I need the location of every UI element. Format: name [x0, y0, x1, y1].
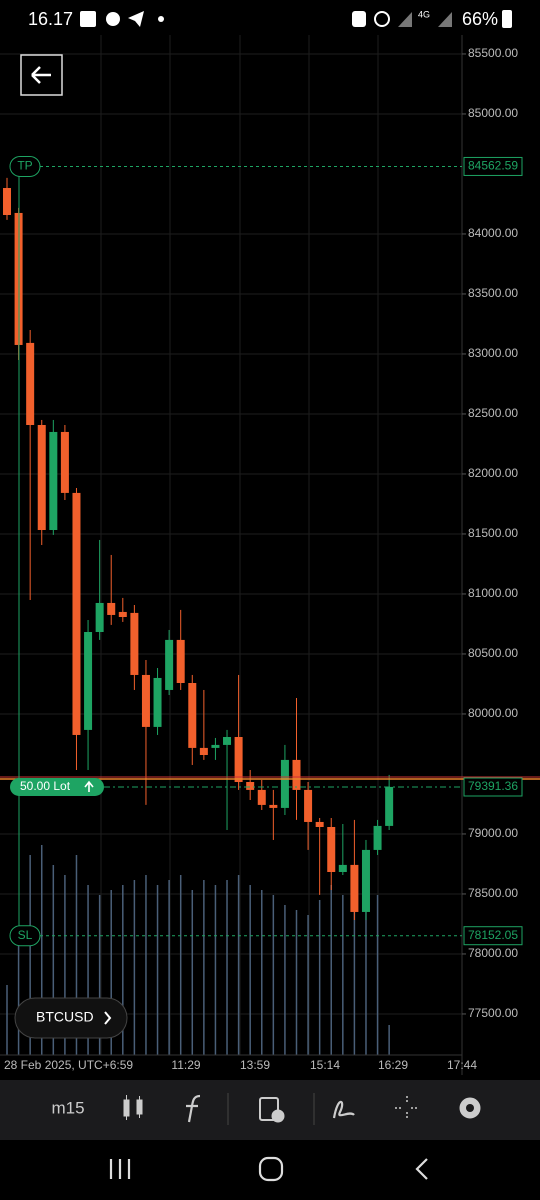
- svg-text:4G: 4G: [418, 9, 430, 19]
- x-tick-label: 15:14: [310, 1058, 340, 1072]
- candle-body: [26, 342, 35, 425]
- candle-body: [141, 674, 150, 727]
- chevron: [104, 1011, 112, 1025]
- y-tick-label: 81500.00: [468, 526, 518, 540]
- grid: [0, 35, 462, 1055]
- candle-body: [211, 744, 220, 748]
- nav-back[interactable]: [415, 1158, 428, 1180]
- y-tick-label: 78500.00: [468, 886, 518, 900]
- candle-body: [84, 632, 93, 730]
- candle-body: [257, 789, 266, 805]
- candle-body: [350, 864, 359, 912]
- candle-body: [338, 864, 347, 872]
- candle-body: [199, 747, 208, 755]
- candle-body: [304, 789, 313, 822]
- candle-body: [327, 827, 336, 872]
- battery: 66%: [462, 9, 498, 29]
- y-tick-label: 78000.00: [468, 946, 518, 960]
- take_profit-price: 84562.59: [468, 159, 518, 173]
- candle-body: [315, 821, 324, 827]
- y-tick-label: 77500.00: [468, 1006, 518, 1020]
- candle-body: [49, 431, 58, 530]
- stop_loss-pill: [9, 925, 41, 947]
- y-tick-label: 85000.00: [468, 106, 518, 120]
- y-tick-label: 80000.00: [468, 706, 518, 720]
- position-arrow: [84, 780, 94, 792]
- symbol-button[interactable]: [14, 997, 128, 1039]
- x-tick-label: 11:29: [171, 1058, 200, 1072]
- candle-body: [246, 782, 255, 790]
- y-tick-label: 80500.00: [468, 646, 518, 660]
- x-tick-label: 28 Feb 2025, UTC+6:59: [4, 1058, 133, 1072]
- volume: [6, 845, 390, 1055]
- x-tick-label: 16:29: [378, 1058, 408, 1072]
- candle-body: [176, 639, 185, 683]
- nav-home[interactable]: [258, 1156, 284, 1182]
- y-tick-label: 84000.00: [468, 226, 518, 240]
- x-tick-label: 13:59: [240, 1058, 270, 1072]
- stop_loss-label: SL: [18, 928, 33, 942]
- take_profit-label: TP: [17, 159, 32, 173]
- candle-body: [292, 759, 301, 790]
- current_price-price-box: [463, 777, 523, 797]
- position-pill: [10, 777, 104, 796]
- nav-recent[interactable]: [109, 1159, 131, 1179]
- y-tick-label: 79000.00: [468, 826, 518, 840]
- candle-body: [95, 602, 104, 632]
- x-tick-label: 17:44: [447, 1058, 477, 1072]
- y-tick-label: 82500.00: [468, 406, 518, 420]
- back-icon: [31, 66, 51, 84]
- nav-bar: [109, 1156, 428, 1182]
- timeframe[interactable]: m15: [51, 1098, 84, 1117]
- y-tick-label: 81000.00: [468, 586, 518, 600]
- candle-body: [385, 786, 394, 826]
- candle-body: [118, 611, 127, 617]
- current_price-price: 79391.36: [468, 779, 518, 793]
- toolbar: [0, 1080, 540, 1140]
- candles: [3, 177, 394, 920]
- candle-body: [130, 612, 139, 675]
- candle-body: [280, 759, 289, 808]
- y-tick-label: 82000.00: [468, 466, 518, 480]
- candle-body: [165, 639, 174, 690]
- position-label: 50.00 Lot: [20, 779, 71, 793]
- stop_loss-price-box: [463, 926, 523, 946]
- candle-body: [188, 683, 197, 748]
- candle-body: [72, 492, 81, 735]
- candle-body: [223, 737, 232, 745]
- status-icons: 4G: [80, 9, 512, 28]
- y-tick-label: 83500.00: [468, 286, 518, 300]
- symbol: BTCUSD: [36, 1009, 94, 1025]
- take_profit-price-box: [463, 156, 523, 176]
- candle-body: [153, 677, 162, 727]
- candle-body: [234, 737, 243, 782]
- candle-body: [60, 431, 69, 493]
- status-time: 16.17: [28, 9, 73, 29]
- take_profit-pill: [9, 155, 41, 177]
- candle-body: [269, 804, 278, 808]
- stop_loss-price: 78152.05: [468, 928, 518, 942]
- candle-body: [373, 825, 382, 850]
- candle-body: [3, 188, 11, 215]
- y-tick-label: 85500.00: [468, 46, 518, 60]
- y-tick-label: 83000.00: [468, 346, 518, 360]
- candle-body: [37, 425, 46, 530]
- candle-body: [107, 602, 116, 615]
- candle-body: [361, 849, 370, 912]
- toolbar-icons: [123, 1093, 481, 1125]
